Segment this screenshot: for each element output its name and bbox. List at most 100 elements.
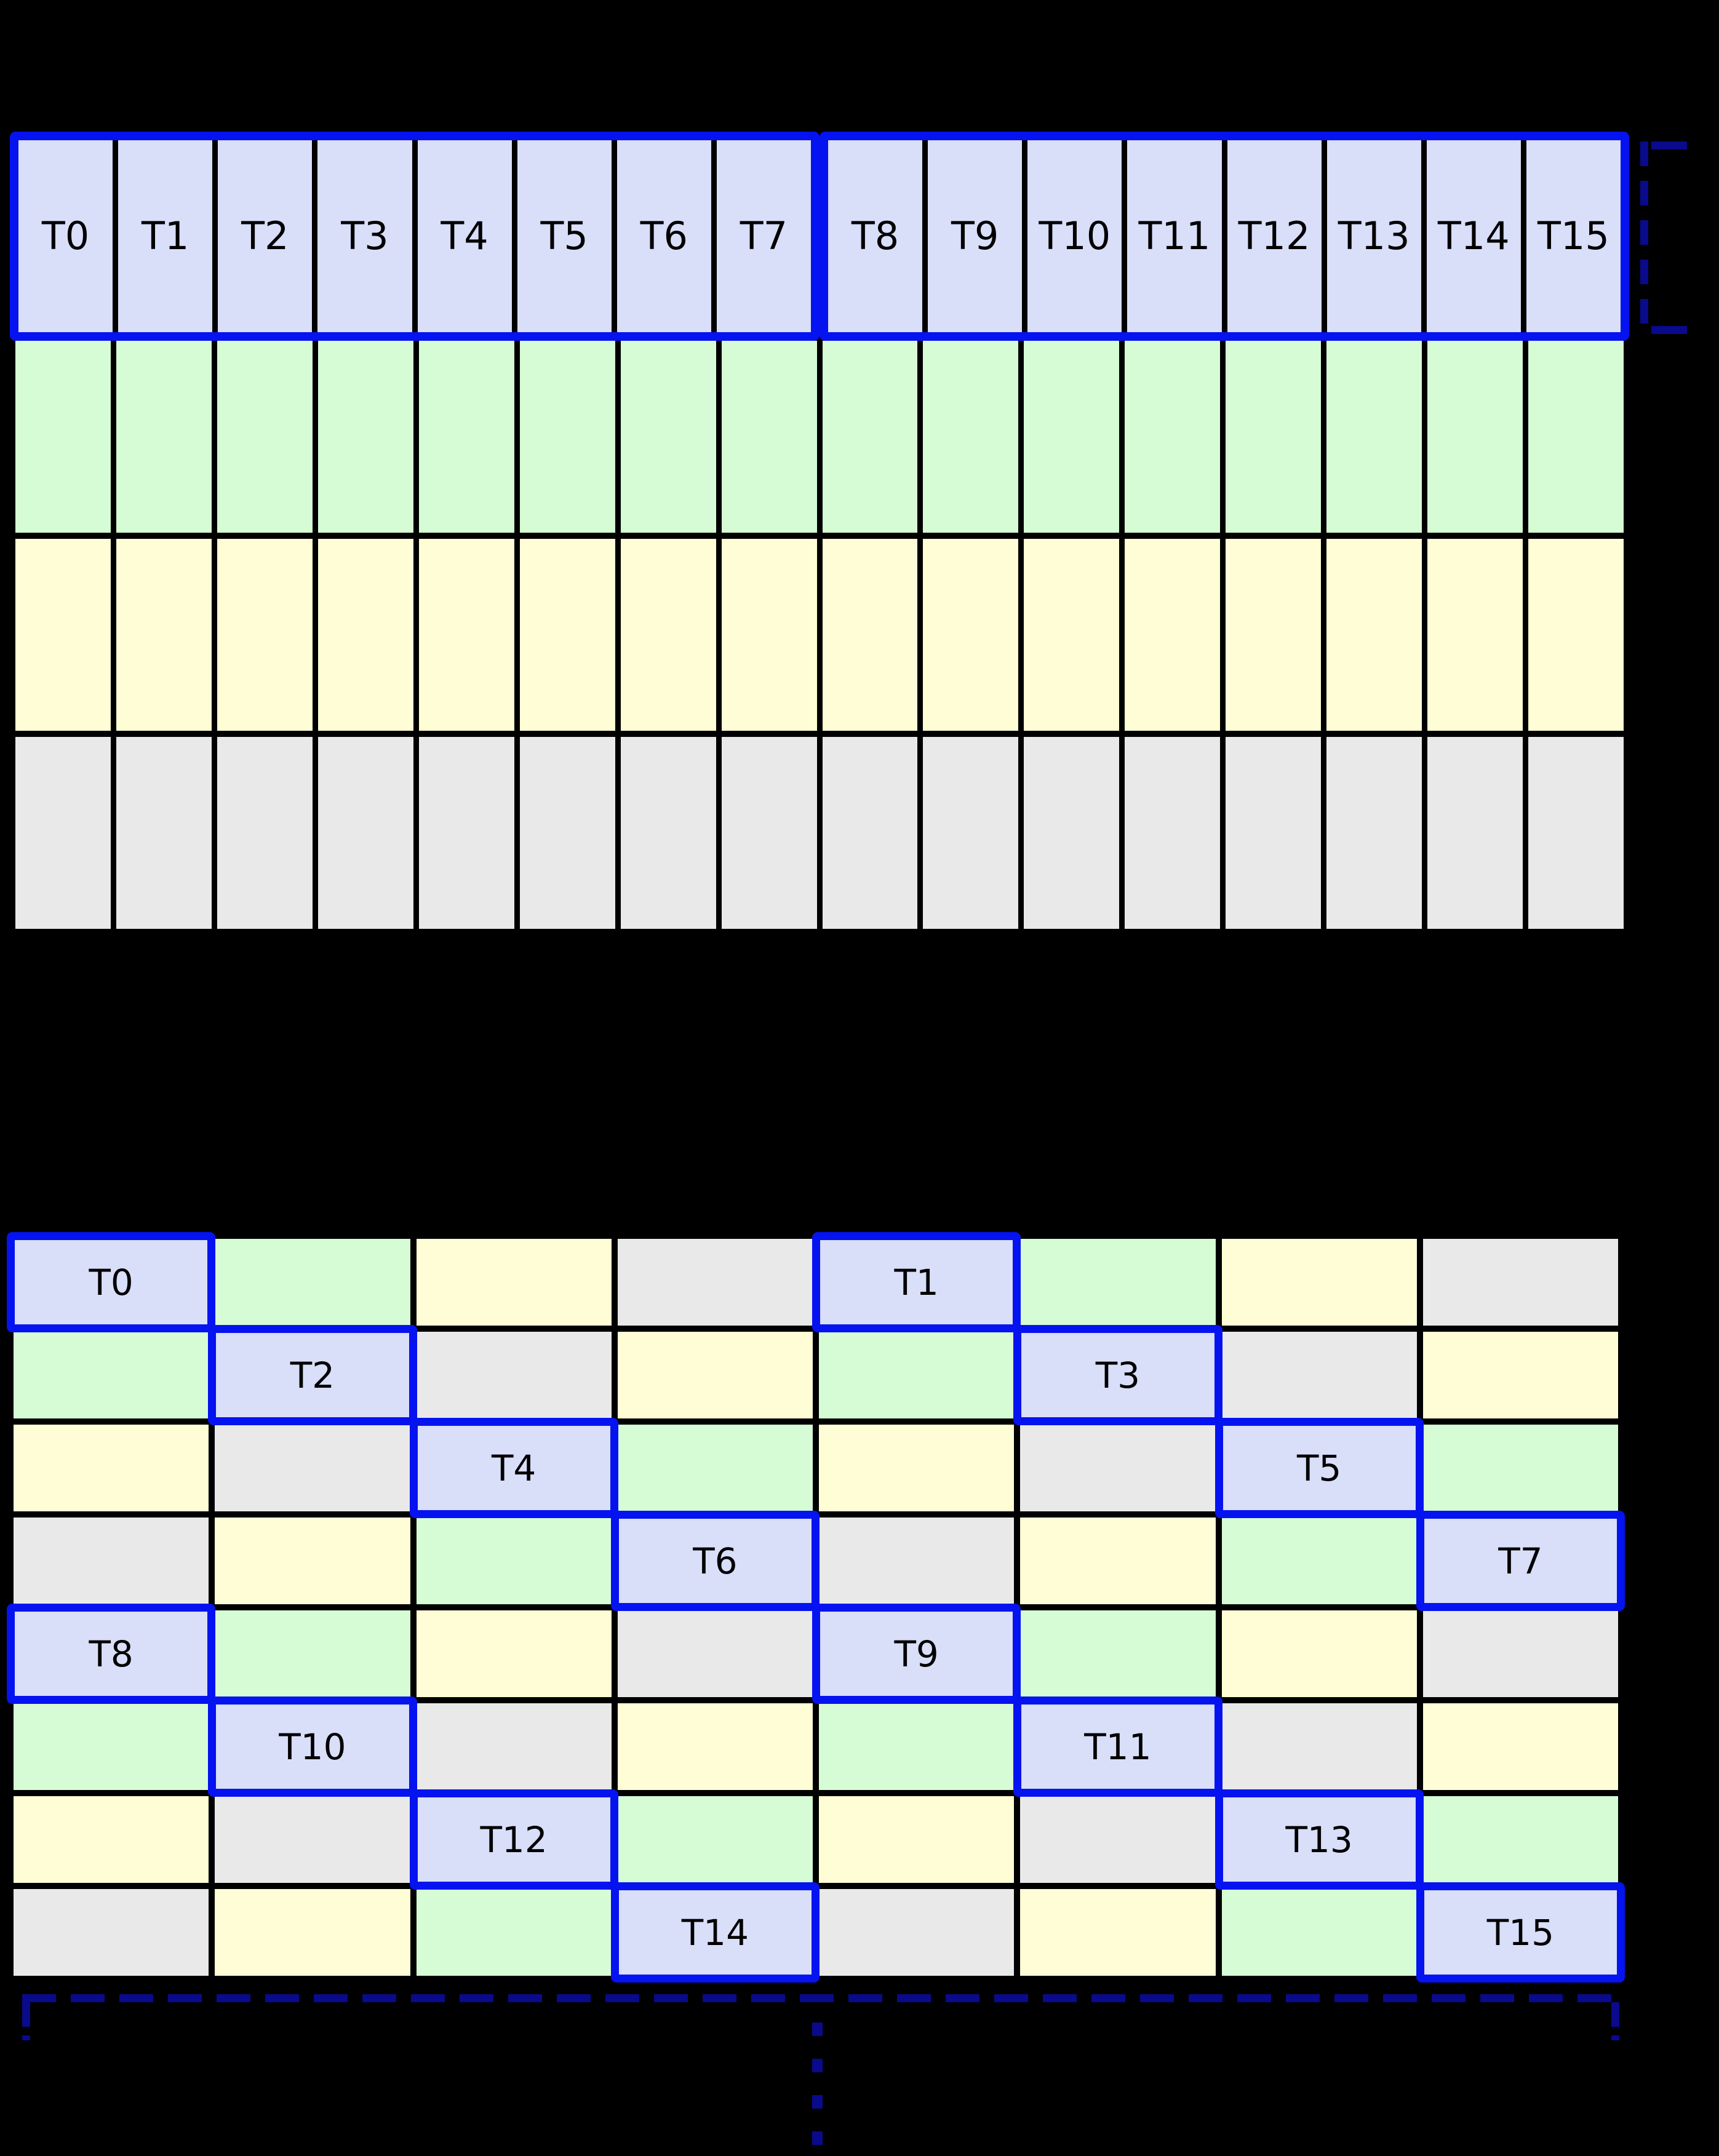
memory-cell (1119, 539, 1221, 731)
bracket-dashed-line (22, 1994, 1619, 2002)
thread-header-row: T0 T1 T2 T3 T4 T5 T6 T7 T8 T9 T10 T11 T12 T13 T14 T15 (10, 132, 1629, 341)
memory-cell (514, 539, 615, 731)
memory-cell (1018, 737, 1120, 929)
memory-cell (615, 737, 716, 929)
memory-cell (312, 341, 413, 533)
thread-highlight-box (1013, 1325, 1222, 1425)
memory-cell (14, 1332, 209, 1418)
thread-label: T9 (894, 1633, 939, 1675)
thread-label: T8 (851, 213, 899, 258)
memory-cell (1321, 539, 1422, 731)
memory-cell (1422, 1239, 1618, 1326)
thread-highlight-box (1214, 1418, 1424, 1518)
memory-cell (1020, 1796, 1216, 1883)
thread-label: T12 (480, 1818, 548, 1861)
memory-cell (514, 341, 615, 533)
memory-cell (514, 737, 615, 929)
thread-label: T0 (41, 213, 90, 258)
thread-label: T1 (142, 213, 189, 258)
memory-cell (1221, 1239, 1417, 1326)
contiguous-access-table: T0 T1 T2 T3 T4 T5 T6 T7 T8 T9 T10 T11 T12 T13 T14 T15 (10, 132, 1629, 935)
thread-label: T6 (640, 213, 688, 258)
memory-cell (1422, 341, 1523, 533)
memory-cell (14, 1796, 209, 1883)
thread-cell: T4 (412, 140, 512, 332)
thread-cell: T11 (1122, 140, 1222, 332)
thread-cell: T3 (312, 140, 412, 332)
memory-cell (15, 539, 111, 731)
thread-cell: T9 (922, 140, 1023, 332)
memory-cell: T2 (208, 1325, 417, 1425)
thread-cell: T5 (511, 140, 612, 332)
memory-cell (1220, 539, 1322, 731)
continuation-ellipsis (812, 2023, 823, 2154)
memory-cell (716, 737, 817, 929)
memory-cell (819, 1889, 1015, 1976)
memory-cell (1018, 341, 1120, 533)
thread-label: T14 (1437, 213, 1510, 258)
memory-cell (917, 341, 1019, 533)
memory-cell (819, 1796, 1015, 1883)
memory-cell (1422, 1610, 1618, 1697)
thread-cell: T2 (212, 140, 313, 332)
memory-cell: T13 (1214, 1789, 1424, 1890)
thread-label: T3 (341, 213, 389, 258)
thread-label: T13 (1285, 1818, 1353, 1861)
memory-cell (110, 737, 212, 929)
thread-label: T15 (1486, 1911, 1554, 1954)
memory-cell (615, 341, 716, 533)
memory-cell: T1 (812, 1232, 1021, 1332)
memory-cell (215, 1425, 410, 1511)
memory-cell: T15 (1416, 1882, 1625, 1983)
memory-cell (215, 1610, 410, 1697)
memory-cell (1221, 1518, 1417, 1604)
memory-cell: T0 (7, 1232, 216, 1332)
thread-cell: T6 (611, 140, 711, 332)
memory-cell (1523, 539, 1624, 731)
thread-label: T1 (894, 1261, 939, 1303)
thread-highlight-box (409, 1418, 618, 1518)
memory-cell (917, 539, 1019, 731)
memory-cell (1321, 341, 1422, 533)
thread-cell: T12 (1221, 140, 1322, 332)
memory-cell (1422, 1332, 1618, 1418)
memory-cell (1221, 1610, 1417, 1697)
memory-cell (14, 1703, 209, 1790)
memory-cell: T14 (610, 1882, 820, 1983)
memory-cell (917, 737, 1019, 929)
memory-cell (211, 341, 313, 533)
memory-cell: T7 (1416, 1511, 1625, 1611)
warp-highlight-box: T0 T1 T2 T3 T4 T5 T6 T7 (10, 132, 820, 341)
memory-cell (416, 1518, 612, 1604)
memory-cell (1119, 341, 1221, 533)
thread-label: T8 (89, 1633, 134, 1675)
warp-highlight-box: T8 T9 T10 T11 T12 T13 T14 T15 (820, 132, 1629, 341)
memory-cell (413, 341, 514, 533)
thread-highlight-box (409, 1789, 618, 1890)
memory-cell (615, 539, 716, 731)
memory-cell (15, 341, 111, 533)
memory-cell (617, 1332, 813, 1418)
memory-cell (617, 1425, 813, 1511)
thread-highlight-box (610, 1882, 820, 1983)
memory-cell: T5 (1214, 1418, 1424, 1518)
memory-cell (1020, 1425, 1216, 1511)
thread-highlight-box (812, 1604, 1021, 1704)
thread-label: T10 (279, 1725, 346, 1768)
memory-cell (416, 1610, 612, 1697)
memory-cell (1422, 1796, 1618, 1883)
thread-highlight-box (7, 1232, 216, 1332)
thread-label: T2 (290, 1354, 335, 1396)
thread-label: T9 (951, 213, 999, 258)
memory-cell (14, 1889, 209, 1976)
memory-cell (215, 1518, 410, 1604)
memory-cell (14, 1518, 209, 1604)
thread-label: T15 (1538, 213, 1609, 258)
memory-cell (819, 1332, 1015, 1418)
memory-cell (1220, 341, 1322, 533)
memory-cell (1119, 737, 1221, 929)
memory-cell (819, 1518, 1015, 1604)
memory-cell (312, 737, 413, 929)
thread-label: T3 (1095, 1354, 1141, 1396)
thread-cell: T10 (1022, 140, 1122, 332)
